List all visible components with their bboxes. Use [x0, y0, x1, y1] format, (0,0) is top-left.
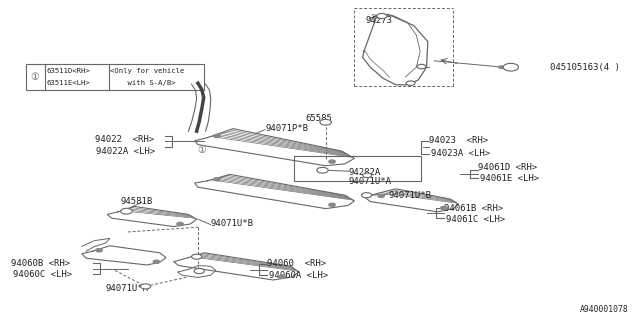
Text: 63511D<RH>: 63511D<RH>	[47, 68, 90, 74]
Circle shape	[379, 14, 385, 18]
Bar	[26, 64, 204, 90]
Text: 94071U*A: 94071U*A	[349, 177, 392, 186]
Text: 94060A <LH>: 94060A <LH>	[269, 271, 328, 280]
Text: ①: ①	[31, 72, 40, 82]
Circle shape	[365, 174, 370, 177]
Text: ①: ①	[196, 145, 205, 156]
Circle shape	[319, 168, 326, 172]
Circle shape	[214, 134, 220, 138]
Circle shape	[406, 81, 415, 85]
Text: <Only for vehicle: <Only for vehicle	[111, 68, 185, 74]
Text: 045105163(4 ): 045105163(4 )	[550, 63, 620, 72]
Circle shape	[408, 82, 414, 85]
Text: 94071P*B: 94071P*B	[265, 124, 308, 133]
Text: 94061E <LH>: 94061E <LH>	[479, 174, 539, 183]
Circle shape	[362, 193, 372, 198]
Circle shape	[191, 254, 202, 259]
Circle shape	[214, 178, 220, 181]
Circle shape	[143, 285, 148, 288]
Circle shape	[96, 249, 102, 252]
Text: 94060B <RH>: 94060B <RH>	[12, 259, 70, 268]
Text: S: S	[508, 63, 513, 72]
Text: 94273: 94273	[365, 16, 392, 25]
Circle shape	[177, 222, 183, 226]
Text: 65585: 65585	[305, 114, 332, 123]
Circle shape	[419, 65, 425, 68]
Text: 94071U*B: 94071U*B	[388, 191, 431, 200]
Circle shape	[194, 268, 204, 274]
Circle shape	[196, 269, 202, 273]
Circle shape	[377, 13, 387, 19]
Circle shape	[329, 203, 335, 206]
Text: 94023A <LH>: 94023A <LH>	[431, 149, 490, 158]
Text: 94023  <RH>: 94023 <RH>	[429, 136, 488, 145]
Text: 94061D <RH>: 94061D <RH>	[477, 163, 537, 172]
Text: 94071U*B: 94071U*B	[211, 220, 253, 228]
Circle shape	[329, 160, 335, 163]
Circle shape	[141, 284, 150, 289]
Circle shape	[417, 64, 426, 69]
Circle shape	[279, 275, 285, 278]
Text: with S-A/B>: with S-A/B>	[111, 80, 176, 86]
Circle shape	[193, 255, 200, 258]
Text: A940001078: A940001078	[580, 305, 629, 314]
Circle shape	[317, 167, 328, 173]
Text: 94581B: 94581B	[120, 197, 152, 206]
Text: 94061B <RH>: 94061B <RH>	[444, 204, 503, 212]
Text: 94071U*A: 94071U*A	[106, 284, 148, 293]
Text: 94061C <LH>: 94061C <LH>	[445, 215, 505, 224]
Circle shape	[124, 210, 130, 213]
Circle shape	[322, 120, 330, 124]
Circle shape	[440, 206, 447, 210]
Text: 94282A: 94282A	[349, 168, 381, 177]
Text: 63511E<LH>: 63511E<LH>	[47, 80, 90, 86]
Circle shape	[503, 63, 518, 71]
Circle shape	[378, 194, 385, 197]
Text: 94022  <RH>: 94022 <RH>	[95, 135, 154, 144]
Text: 94060  <RH>: 94060 <RH>	[267, 260, 326, 268]
Bar	[294, 156, 422, 181]
Circle shape	[364, 194, 370, 197]
Circle shape	[363, 173, 372, 178]
Circle shape	[153, 260, 159, 263]
Circle shape	[320, 119, 332, 125]
Circle shape	[499, 66, 504, 68]
Circle shape	[121, 208, 132, 214]
Text: 94022A <LH>: 94022A <LH>	[97, 147, 156, 156]
Text: 94060C <LH>: 94060C <LH>	[13, 270, 72, 279]
